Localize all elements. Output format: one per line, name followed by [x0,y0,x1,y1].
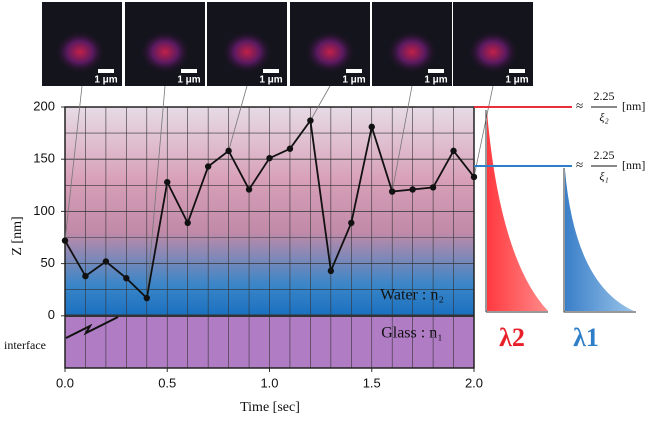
unit: [nm] [622,158,645,172]
scale-bar [263,69,279,73]
approx: ≈ [576,98,583,113]
point [164,178,171,186]
denominator: ξ₂ [599,110,608,124]
point [348,219,355,227]
scale-bar [428,69,444,73]
point [389,188,396,195]
lambda-label: λ2 [499,323,525,352]
point [245,186,253,193]
decay-blue [565,170,634,311]
scale-bar-label: 1 μm [342,75,365,86]
scale-bar [98,69,114,73]
x-tick-label: 0.0 [56,375,74,390]
point [429,184,437,191]
point [143,294,150,302]
connector [310,85,331,121]
point [327,267,335,275]
x-tick-label: 2.0 [465,375,483,390]
point [286,145,294,152]
unit: [nm] [622,99,645,113]
numerator: 2.25 [594,89,615,103]
x-tick-label: 1.0 [260,375,278,390]
y-tick-label: 100 [33,203,55,218]
interface-arrow [65,316,119,339]
x-axis-label: Time [sec] [240,400,300,415]
fluorescence [221,30,273,74]
scale-bar-label: 1 μm [424,75,447,86]
connector [64,85,83,241]
point [123,275,130,282]
scale-bar-label: 1 μm [259,75,282,86]
point [450,147,457,155]
point [368,123,375,131]
point [61,237,69,244]
connector [228,85,248,151]
y-tick-label: 150 [33,151,55,166]
y-tick-label: 200 [33,98,55,113]
point [266,154,273,162]
fluorescence [54,30,106,74]
y-axis-label: Z [nm] [10,216,25,255]
connector [391,85,413,192]
decay-axis [485,110,548,313]
scale-bar-label: 1 μm [94,75,117,86]
x-tick-label: 0.5 [158,375,176,390]
decay-axis [563,168,636,313]
point [225,147,232,155]
lambda-label: λ1 [573,323,599,352]
y-tick-label: 50 [41,255,55,270]
fluorescence [139,30,191,74]
interface-label: interface [4,338,46,352]
connector [473,85,494,178]
denominator: ξ₁ [599,169,608,183]
water-label: Water : n₂ [380,287,444,304]
glass-label: Glass : n₁ [381,325,443,342]
micrographs: 1 μm 1 μm 1 μm 1 μm 1 μm 1 μm [42,2,533,86]
approx: ≈ [576,157,583,172]
point [307,117,314,124]
point [409,186,416,193]
scale-bar [181,69,197,73]
scale-bar-label: 1 μm [505,75,528,86]
fluorescence [467,30,519,74]
plot: 0 50 100 150 200 0.0 0.5 1.0 1.5 2.0 Z [nm] Time [s… [4,85,494,415]
point [470,173,478,181]
x-tick-label: 1.5 [363,375,381,390]
fluorescence [304,30,356,74]
scale-bar-label: 1 μm [177,75,200,86]
fluorescence [386,30,438,74]
y-tick-label: 0 [48,307,55,322]
point [102,258,110,265]
numerator: 2.25 [594,148,615,162]
scale-bar [509,69,525,73]
scale-bar [346,69,362,73]
connector [146,85,166,299]
decay-red [487,112,548,311]
point [184,219,191,227]
point [204,163,212,170]
point [82,272,89,280]
